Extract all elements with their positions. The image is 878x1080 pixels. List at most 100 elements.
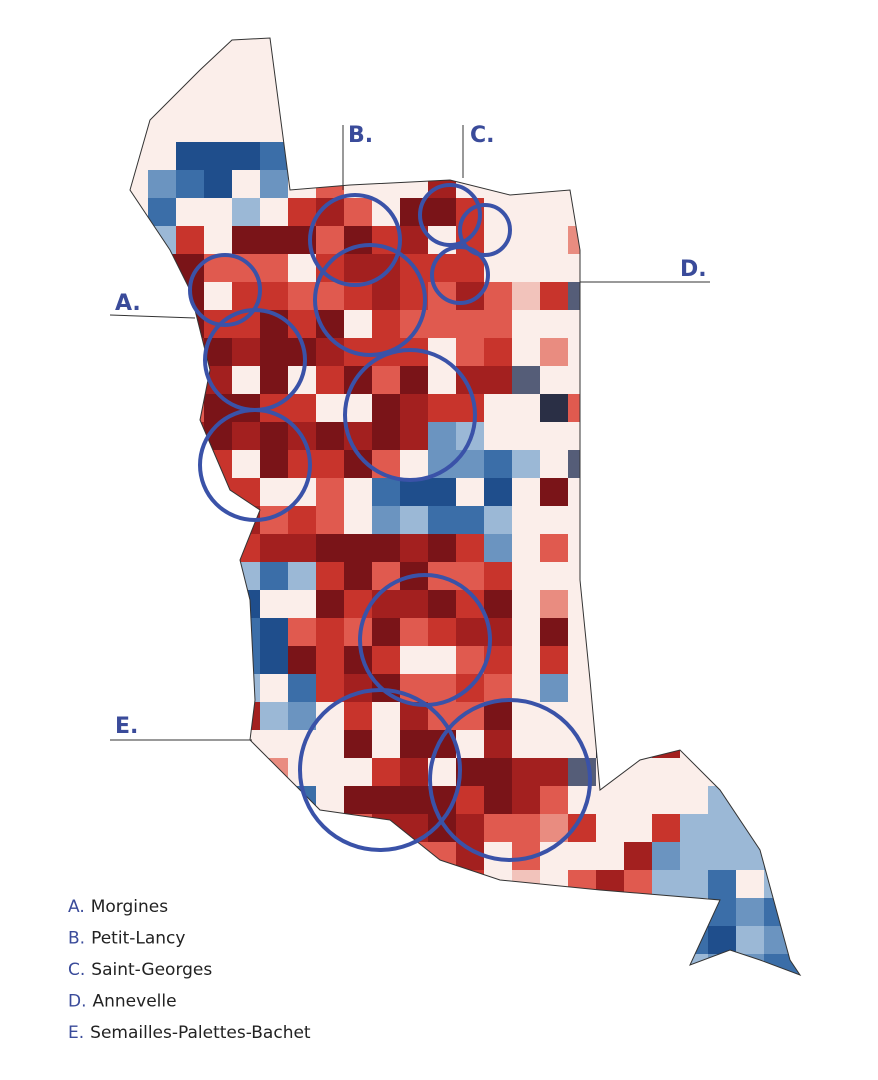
map-cell xyxy=(764,226,792,254)
map-cell xyxy=(316,758,344,786)
map-cell xyxy=(680,786,708,814)
map-cell xyxy=(148,534,176,562)
map-cell xyxy=(680,982,708,1010)
map-cell xyxy=(344,590,372,618)
map-cell xyxy=(484,86,512,114)
map-cell xyxy=(512,618,540,646)
map-cell xyxy=(260,898,288,926)
map-cell xyxy=(512,450,540,478)
map-cell xyxy=(456,506,484,534)
map-cell xyxy=(512,38,540,58)
map-cell xyxy=(232,226,260,254)
map-cell xyxy=(512,338,540,366)
map-cell xyxy=(512,86,540,114)
map-cell xyxy=(400,38,428,58)
map-cell xyxy=(372,842,400,870)
map-cell xyxy=(288,646,316,674)
map-cell xyxy=(652,898,680,926)
map-cell xyxy=(568,926,596,954)
map-cell xyxy=(372,478,400,506)
map-cell xyxy=(204,982,232,1010)
map-cell xyxy=(764,58,792,86)
map-cell xyxy=(624,534,652,562)
map-cell xyxy=(708,786,736,814)
map-cell xyxy=(400,954,428,975)
map-cell xyxy=(540,338,568,366)
map-cell xyxy=(204,758,232,786)
map-cell xyxy=(316,674,344,702)
map-cell xyxy=(204,814,232,842)
map-cell xyxy=(792,954,800,975)
map-cell xyxy=(176,114,204,142)
map-cell xyxy=(764,282,792,310)
map-cell xyxy=(792,394,800,422)
map-cell xyxy=(708,646,736,674)
map-cell xyxy=(204,282,232,310)
map-cell xyxy=(428,394,456,422)
map-cell xyxy=(568,170,596,198)
map-cell xyxy=(680,954,708,975)
map-cell xyxy=(130,114,148,142)
map-cell xyxy=(288,38,316,58)
map-cell xyxy=(764,394,792,422)
map-cell xyxy=(680,898,708,926)
map-cell xyxy=(148,254,176,282)
map-cell xyxy=(176,58,204,86)
map-cell xyxy=(148,198,176,226)
map-cell xyxy=(624,730,652,758)
map-cell xyxy=(792,170,800,198)
map-cell xyxy=(792,646,800,674)
map-cell xyxy=(260,674,288,702)
map-cell xyxy=(596,534,624,562)
map-cell xyxy=(484,982,512,1010)
map-cell xyxy=(260,758,288,786)
map-cell xyxy=(736,898,764,926)
map-cell xyxy=(680,926,708,954)
map-cell xyxy=(764,982,792,1010)
map-cell xyxy=(736,506,764,534)
map-cell xyxy=(568,254,596,282)
map-cell xyxy=(596,366,624,394)
map-cell xyxy=(708,870,736,898)
map-cell xyxy=(400,142,428,170)
map-cell xyxy=(176,478,204,506)
map-cell xyxy=(400,534,428,562)
map-cell xyxy=(232,954,260,975)
map-cell xyxy=(792,254,800,282)
map-cell xyxy=(260,730,288,758)
map-cell xyxy=(652,282,680,310)
map-cell xyxy=(708,422,736,450)
map-cell xyxy=(260,338,288,366)
map-cell xyxy=(624,898,652,926)
map-cell xyxy=(512,478,540,506)
map-cell xyxy=(512,198,540,226)
map-cell xyxy=(204,702,232,730)
map-cell xyxy=(316,394,344,422)
map-cell xyxy=(372,142,400,170)
map-cell xyxy=(596,450,624,478)
map-cell xyxy=(344,58,372,86)
map-cell xyxy=(624,478,652,506)
map-cell xyxy=(130,142,148,170)
map-cell xyxy=(456,618,484,646)
map-cell xyxy=(316,982,344,1010)
map-cell xyxy=(652,926,680,954)
map-cell xyxy=(708,954,736,975)
map-cell xyxy=(204,114,232,142)
map-cell xyxy=(456,898,484,926)
map-cell xyxy=(792,58,800,86)
map-cell xyxy=(596,170,624,198)
map-cell xyxy=(456,954,484,975)
map-cell xyxy=(764,366,792,394)
map-cell xyxy=(344,870,372,898)
map-cell xyxy=(130,646,148,674)
map-cell xyxy=(232,842,260,870)
map-cell xyxy=(652,786,680,814)
map-cell xyxy=(316,590,344,618)
map-cell xyxy=(540,366,568,394)
map-cell xyxy=(708,338,736,366)
map-cell xyxy=(708,254,736,282)
map-cell xyxy=(764,702,792,730)
map-cell xyxy=(176,814,204,842)
map-cell xyxy=(456,478,484,506)
